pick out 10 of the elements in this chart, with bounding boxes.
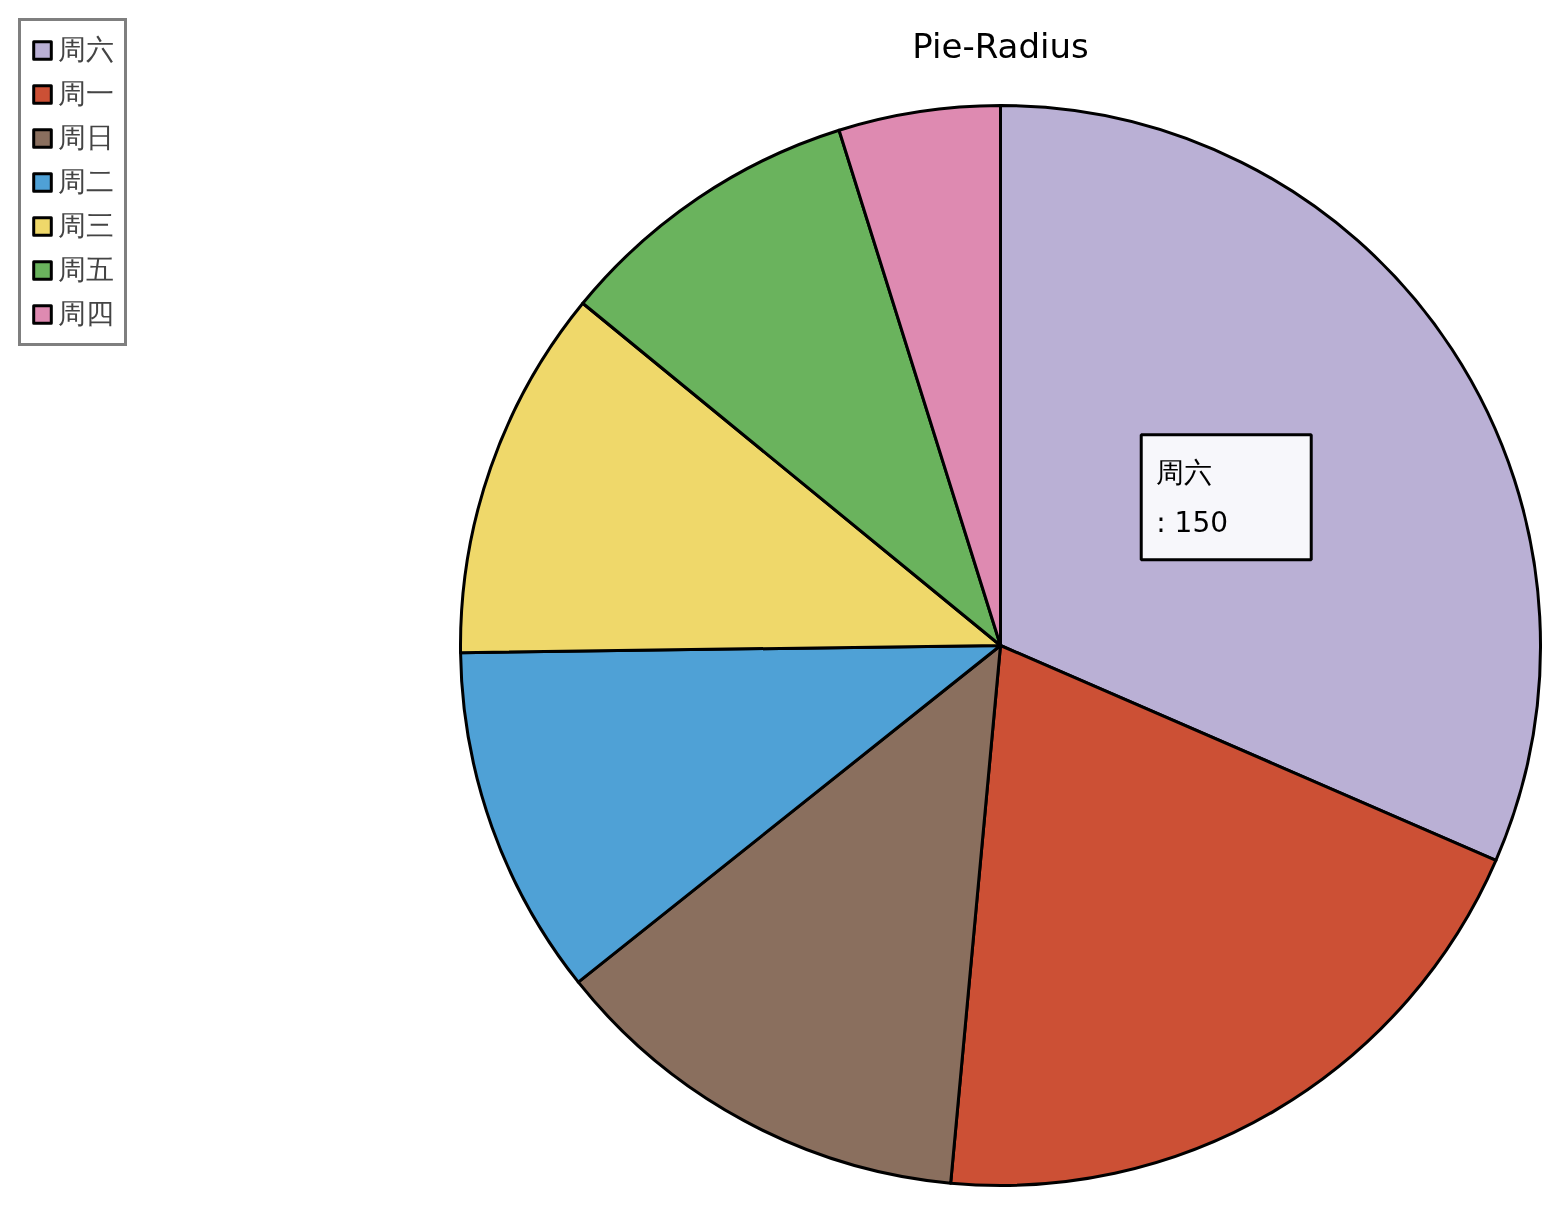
legend-label: 周二 [58, 164, 114, 200]
legend-label: 周三 [58, 208, 114, 244]
legend-label: 周一 [58, 76, 114, 112]
legend-label: 周六 [58, 32, 114, 68]
slice-label: 周六 [1156, 455, 1213, 489]
chart-title: Pie-Radius [912, 25, 1089, 66]
legend-label: 周五 [58, 252, 114, 288]
legend-label: 周日 [58, 120, 114, 156]
data-label: : 150 [1156, 505, 1229, 539]
legend-label: 周四 [58, 296, 114, 332]
